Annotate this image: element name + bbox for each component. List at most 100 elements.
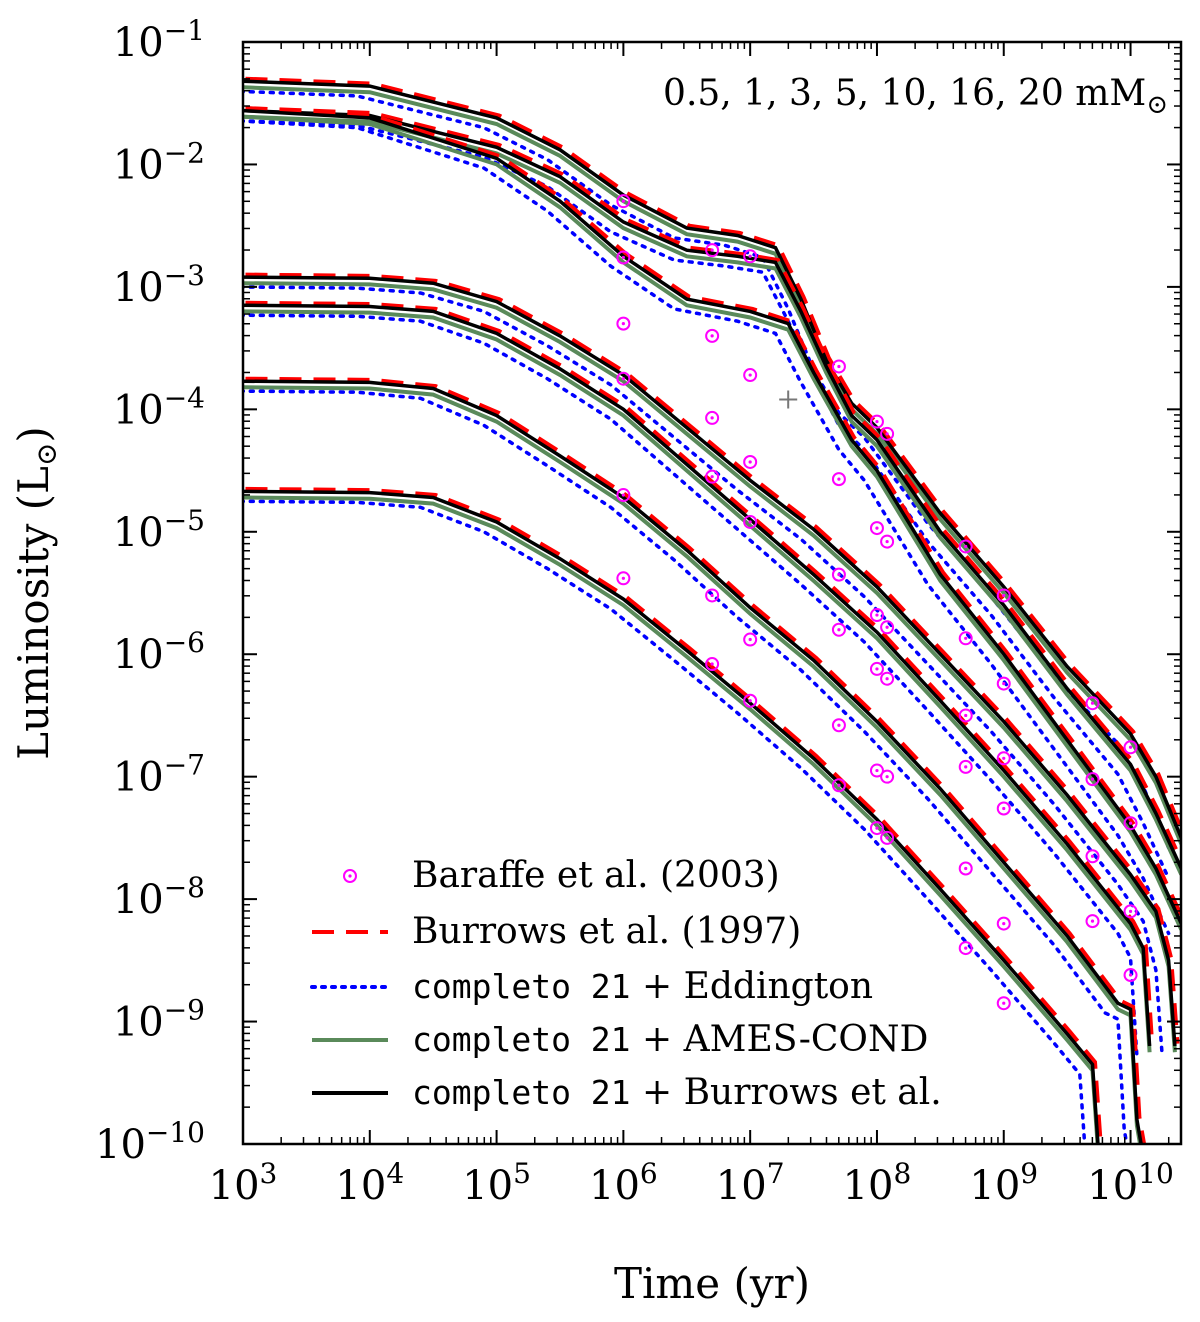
y-tick-label: 10−5 bbox=[113, 504, 205, 556]
baraffe-point bbox=[743, 249, 758, 264]
baraffe-point-center bbox=[837, 573, 841, 577]
y-axis-label: Luminosity (L⊙) bbox=[9, 426, 63, 760]
baraffe-point bbox=[958, 708, 973, 723]
baraffe-point bbox=[958, 539, 973, 554]
track-eddington-1mMsun bbox=[243, 389, 1129, 1144]
track-eddington-5mMsun bbox=[243, 285, 1164, 1058]
baraffe-point-center bbox=[885, 539, 889, 544]
baraffe-point bbox=[831, 622, 846, 637]
legend: Baraffe et al. (2003) Burrows et al. (199… bbox=[310, 855, 942, 1113]
baraffe-point bbox=[880, 769, 895, 784]
baraffe-point bbox=[880, 620, 895, 635]
baraffe-point bbox=[996, 751, 1011, 766]
baraffe-point bbox=[831, 778, 846, 793]
baraffe-point-center bbox=[710, 334, 714, 338]
baraffe-point bbox=[869, 521, 884, 536]
baraffe-point bbox=[616, 316, 631, 331]
baraffe-point bbox=[1123, 816, 1138, 831]
baraffe-point bbox=[869, 821, 884, 836]
baraffe-point-center bbox=[621, 493, 625, 497]
track-burrows_atm-3mMsun bbox=[243, 303, 1152, 1047]
baraffe-point bbox=[705, 410, 720, 425]
baraffe-point bbox=[958, 759, 973, 774]
baraffe-point bbox=[996, 588, 1011, 603]
baraffe-point-center bbox=[621, 576, 625, 580]
baraffe-point-center bbox=[875, 826, 879, 830]
y-tick-label: 10−6 bbox=[113, 626, 205, 678]
legend-entry-baraffe: Baraffe et al. (2003) bbox=[343, 855, 780, 896]
track-burrows97-16mMsun bbox=[245, 106, 1181, 865]
track-eddington-0p5mMsun bbox=[243, 499, 1087, 1144]
baraffe-point-center bbox=[875, 526, 879, 530]
baraffe-point-center bbox=[837, 477, 841, 481]
track-amescond-0p5mMsun bbox=[243, 495, 1100, 1144]
baraffe-point-center bbox=[885, 836, 889, 840]
x-tick-label: 1010 bbox=[1087, 1157, 1174, 1209]
baraffe-point-center bbox=[964, 713, 968, 718]
baraffe-point-center bbox=[1090, 777, 1095, 781]
track-burrows97-10mMsun bbox=[245, 106, 1181, 920]
mass-annotation: 0.5, 1, 3, 5, 10, 16, 20 mM⊙ bbox=[663, 73, 1168, 120]
baraffe-point-center bbox=[710, 475, 714, 479]
baraffe-point-center bbox=[1128, 973, 1133, 977]
baraffe-point-center bbox=[621, 377, 625, 381]
baraffe-point bbox=[831, 472, 846, 487]
baraffe-point-center bbox=[964, 636, 968, 640]
x-tick-label: 108 bbox=[843, 1157, 912, 1209]
baraffe-point-center bbox=[885, 677, 889, 681]
baraffe-point bbox=[1085, 772, 1100, 787]
baraffe-point bbox=[869, 661, 884, 676]
baraffe-point bbox=[880, 830, 895, 845]
baraffe-point-center bbox=[1090, 854, 1095, 858]
legend-entry-burrows_atm: completo 21 + Burrows et al. bbox=[312, 1072, 942, 1113]
track-burrows97-5mMsun bbox=[245, 272, 1180, 1044]
x-axis-label: Time (yr) bbox=[614, 1259, 810, 1308]
baraffe-point-center bbox=[875, 613, 879, 617]
baraffe-point-center bbox=[885, 625, 889, 629]
baraffe-point bbox=[705, 243, 720, 258]
baraffe-point bbox=[1085, 849, 1100, 864]
baraffe-point-center bbox=[748, 520, 752, 524]
track-eddington-10mMsun bbox=[243, 119, 1171, 936]
baraffe-point-center bbox=[748, 637, 752, 642]
baraffe-point-center bbox=[875, 768, 879, 773]
baraffe-point-center bbox=[964, 866, 968, 871]
baraffe-point-center bbox=[748, 699, 752, 703]
baraffe-point-center bbox=[1002, 756, 1006, 760]
legend-swatch bbox=[343, 869, 357, 883]
baraffe-point bbox=[616, 371, 631, 386]
legend-label: Burrows et al. (1997) bbox=[412, 911, 801, 952]
baraffe-point-center bbox=[964, 946, 968, 950]
baraffe-point-center bbox=[621, 255, 625, 260]
track-eddington-3mMsun bbox=[243, 313, 1139, 1058]
baraffe-point bbox=[958, 941, 973, 956]
legend-entry-eddington: completo 21 + Eddington bbox=[310, 966, 873, 1007]
baraffe-point-center bbox=[1002, 806, 1006, 811]
baraffe-point bbox=[743, 514, 758, 529]
baraffe-point-center bbox=[748, 373, 752, 377]
baraffe-point bbox=[996, 801, 1011, 816]
legend-swatch-center bbox=[348, 874, 352, 878]
baraffe-point bbox=[996, 676, 1011, 691]
baraffe-point bbox=[869, 763, 884, 778]
y-tick-label: 10−2 bbox=[113, 136, 205, 188]
legend-label: completo 21 + Burrows et al. bbox=[412, 1072, 942, 1113]
y-tick-label: 10−1 bbox=[113, 14, 205, 66]
baraffe-point bbox=[743, 454, 758, 469]
baraffe-point-center bbox=[1002, 922, 1006, 926]
baraffe-point-center bbox=[964, 544, 968, 549]
track-amescond-5mMsun bbox=[243, 281, 1177, 1053]
track-burrows97-20mMsun bbox=[245, 76, 1181, 834]
track-amescond-3mMsun bbox=[243, 309, 1152, 1053]
track-amescond-1mMsun bbox=[243, 385, 1143, 1144]
baraffe-point bbox=[880, 426, 895, 441]
baraffe-point-center bbox=[748, 254, 752, 258]
track-burrows_atm-16mMsun bbox=[243, 108, 1181, 870]
baraffe-point-center bbox=[837, 364, 841, 369]
track-burrows97-3mMsun bbox=[245, 300, 1155, 1044]
track-burrows_atm-10mMsun bbox=[243, 108, 1181, 925]
baraffe-point-center bbox=[710, 593, 714, 598]
baraffe-point bbox=[831, 359, 846, 374]
track-burrows97-1mMsun bbox=[245, 376, 1147, 1144]
